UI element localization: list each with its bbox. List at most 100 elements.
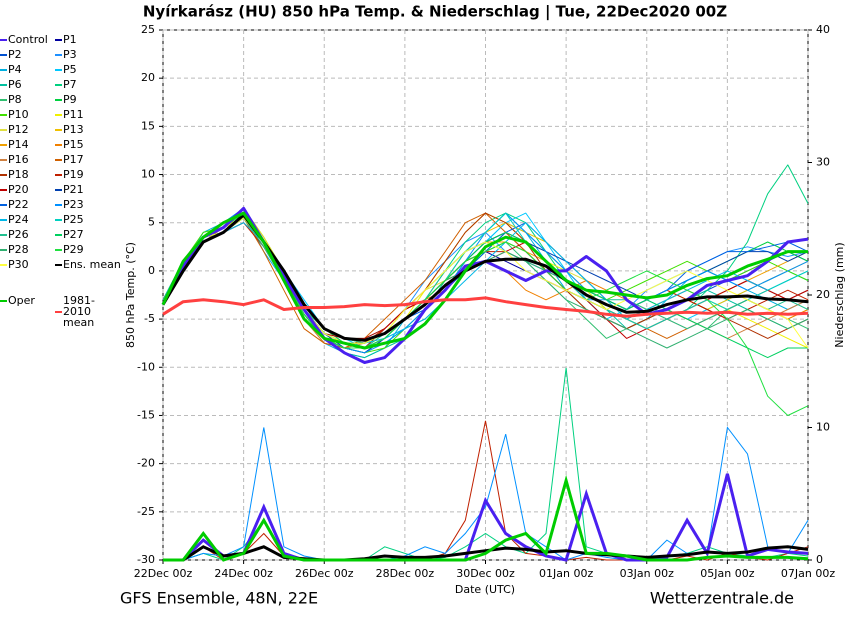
legend-swatch: [55, 233, 62, 236]
legend-label: P20: [8, 183, 29, 196]
legend-swatch: [0, 203, 7, 206]
legend-swatch: [0, 158, 7, 161]
y-tick-label: 10: [141, 168, 155, 181]
y-tick-label: 15: [141, 119, 155, 132]
legend-label: P5: [63, 63, 77, 76]
y2-tick-label: 10: [816, 421, 830, 434]
legend-label: P30: [8, 258, 29, 271]
legend-entry: P20: [0, 184, 55, 195]
legend-entry: P4: [0, 64, 55, 75]
temp-line: [162, 296, 809, 318]
legend-label: P4: [8, 63, 22, 76]
legend-label: Ens. mean: [63, 258, 121, 271]
legend-label: P13: [63, 123, 84, 136]
legend-entry: P25: [55, 214, 125, 225]
legend-swatch: [55, 188, 62, 191]
legend-swatch: [0, 68, 7, 71]
legend-swatch: [55, 83, 62, 86]
legend-swatch: [55, 173, 62, 176]
legend-entry: P27: [55, 229, 125, 240]
legend-entry: P8: [0, 94, 55, 105]
legend-entry: P16: [0, 154, 55, 165]
legend-label: P28: [8, 243, 29, 256]
legend-label: P18: [8, 168, 29, 181]
x-tick-label: 07Jan 00z: [781, 567, 835, 580]
legend-entry: P5: [55, 64, 125, 75]
legend-label: P7: [63, 78, 77, 91]
legend-swatch: [55, 113, 62, 116]
legend-entry: P23: [55, 199, 125, 210]
y-tick-label: 25: [141, 23, 155, 36]
legend-entry: P15: [55, 139, 125, 150]
legend-label: P10: [8, 108, 29, 121]
legend-entry: P17: [55, 154, 125, 165]
legend-entry: P24: [0, 214, 55, 225]
footer-source: GFS Ensemble, 48N, 22E: [120, 589, 318, 608]
precip-line: [163, 473, 809, 562]
legend-label: P2: [8, 48, 22, 61]
legend-swatch: [0, 98, 7, 101]
legend-swatch: [0, 173, 7, 176]
y2-axis-label: Niederschlag (mm): [833, 242, 846, 347]
legend-swatch: [0, 83, 7, 86]
legend-entry: P29: [55, 244, 125, 255]
x-axis-label: Date (UTC): [455, 583, 515, 596]
legend-label: P9: [63, 93, 77, 106]
legend-swatch: [0, 248, 7, 251]
legend-label: P25: [63, 213, 84, 226]
legend-swatch: [0, 143, 7, 146]
legend-label: P15: [63, 138, 84, 151]
legend-label: P11: [63, 108, 84, 121]
y2-tick-label: 40: [816, 23, 830, 36]
legend-entry: P3: [55, 49, 125, 60]
legend-label: P14: [8, 138, 29, 151]
x-tick-label: 24Dec 00z: [214, 567, 273, 580]
legend-swatch: [55, 158, 62, 161]
footer-site: Wetterzentrale.de: [650, 589, 794, 608]
legend-label: P22: [8, 198, 29, 211]
legend-label: 1981-2010 mean: [63, 294, 95, 329]
y-tick-label: -5: [144, 312, 155, 325]
legend-swatch: [0, 128, 7, 131]
legend-label: P21: [63, 183, 84, 196]
legend-entry: P26: [0, 229, 55, 240]
legend-entry: P11: [55, 109, 125, 120]
legend-entry: P10: [0, 109, 55, 120]
legend-swatch: [55, 218, 62, 221]
legend-entry: P2: [0, 49, 55, 60]
y-tick-label: -30: [137, 553, 155, 566]
legend-label: P26: [8, 228, 29, 241]
legend-entry: P18: [0, 169, 55, 180]
legend-entry: Control: [0, 34, 55, 45]
y2-tick-label: 0: [816, 553, 823, 566]
y2-tick-label: 30: [816, 156, 830, 169]
x-tick-label: 28Dec 00z: [376, 567, 435, 580]
legend-entry: P22: [0, 199, 55, 210]
legend-swatch: [0, 38, 7, 41]
legend-swatch: [0, 113, 7, 116]
legend-swatch: [55, 248, 62, 251]
legend-label: P24: [8, 213, 29, 226]
legend-entry: P7: [55, 79, 125, 90]
legend-label: P27: [63, 228, 84, 241]
legend-entry: P6: [0, 79, 55, 90]
y-tick-label: -15: [137, 408, 155, 421]
y-tick-label: 5: [148, 216, 155, 229]
legend-swatch: [0, 299, 7, 302]
chart-title: Nyírkarász (HU) 850 hPa Temp. & Niedersc…: [143, 3, 727, 22]
legend-label: P29: [63, 243, 84, 256]
legend-label: P16: [8, 153, 29, 166]
legend-swatch: [55, 128, 62, 131]
legend-entry: 1981-2010 mean: [55, 295, 125, 328]
legend-swatch: [55, 68, 62, 71]
x-tick-label: 30Dec 00z: [456, 567, 515, 580]
legend-entry: P28: [0, 244, 55, 255]
legend-entry: P1: [55, 34, 125, 45]
legend-swatch: [55, 203, 62, 206]
x-tick-label: 03Jan 00z: [620, 567, 674, 580]
legend-swatch: [0, 233, 7, 236]
y-tick-label: -20: [137, 457, 155, 470]
legend-label: Oper: [8, 294, 35, 307]
y-tick-label: 0: [148, 264, 155, 277]
y-tick-label: 20: [141, 71, 155, 84]
